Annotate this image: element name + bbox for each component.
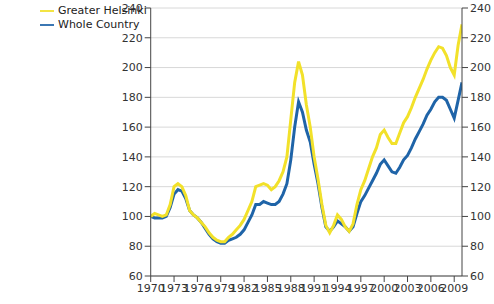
svg-text:100: 100 — [122, 210, 143, 223]
svg-text:80: 80 — [470, 240, 484, 253]
svg-text:200: 200 — [470, 61, 486, 74]
svg-text:220: 220 — [470, 32, 486, 45]
svg-text:140: 140 — [122, 151, 143, 164]
svg-text:220: 220 — [122, 32, 143, 45]
svg-text:240: 240 — [470, 2, 486, 15]
svg-text:2009: 2009 — [440, 282, 468, 295]
svg-text:180: 180 — [122, 91, 143, 104]
svg-text:120: 120 — [122, 181, 143, 194]
svg-text:240: 240 — [122, 2, 143, 15]
svg-text:120: 120 — [470, 181, 486, 194]
svg-text:160: 160 — [470, 121, 486, 134]
svg-text:80: 80 — [129, 240, 143, 253]
svg-text:60: 60 — [129, 270, 143, 283]
svg-text:140: 140 — [470, 151, 486, 164]
svg-text:180: 180 — [470, 91, 486, 104]
svg-text:200: 200 — [122, 61, 143, 74]
svg-text:100: 100 — [470, 210, 486, 223]
svg-text:160: 160 — [122, 121, 143, 134]
svg-text:60: 60 — [470, 270, 484, 283]
